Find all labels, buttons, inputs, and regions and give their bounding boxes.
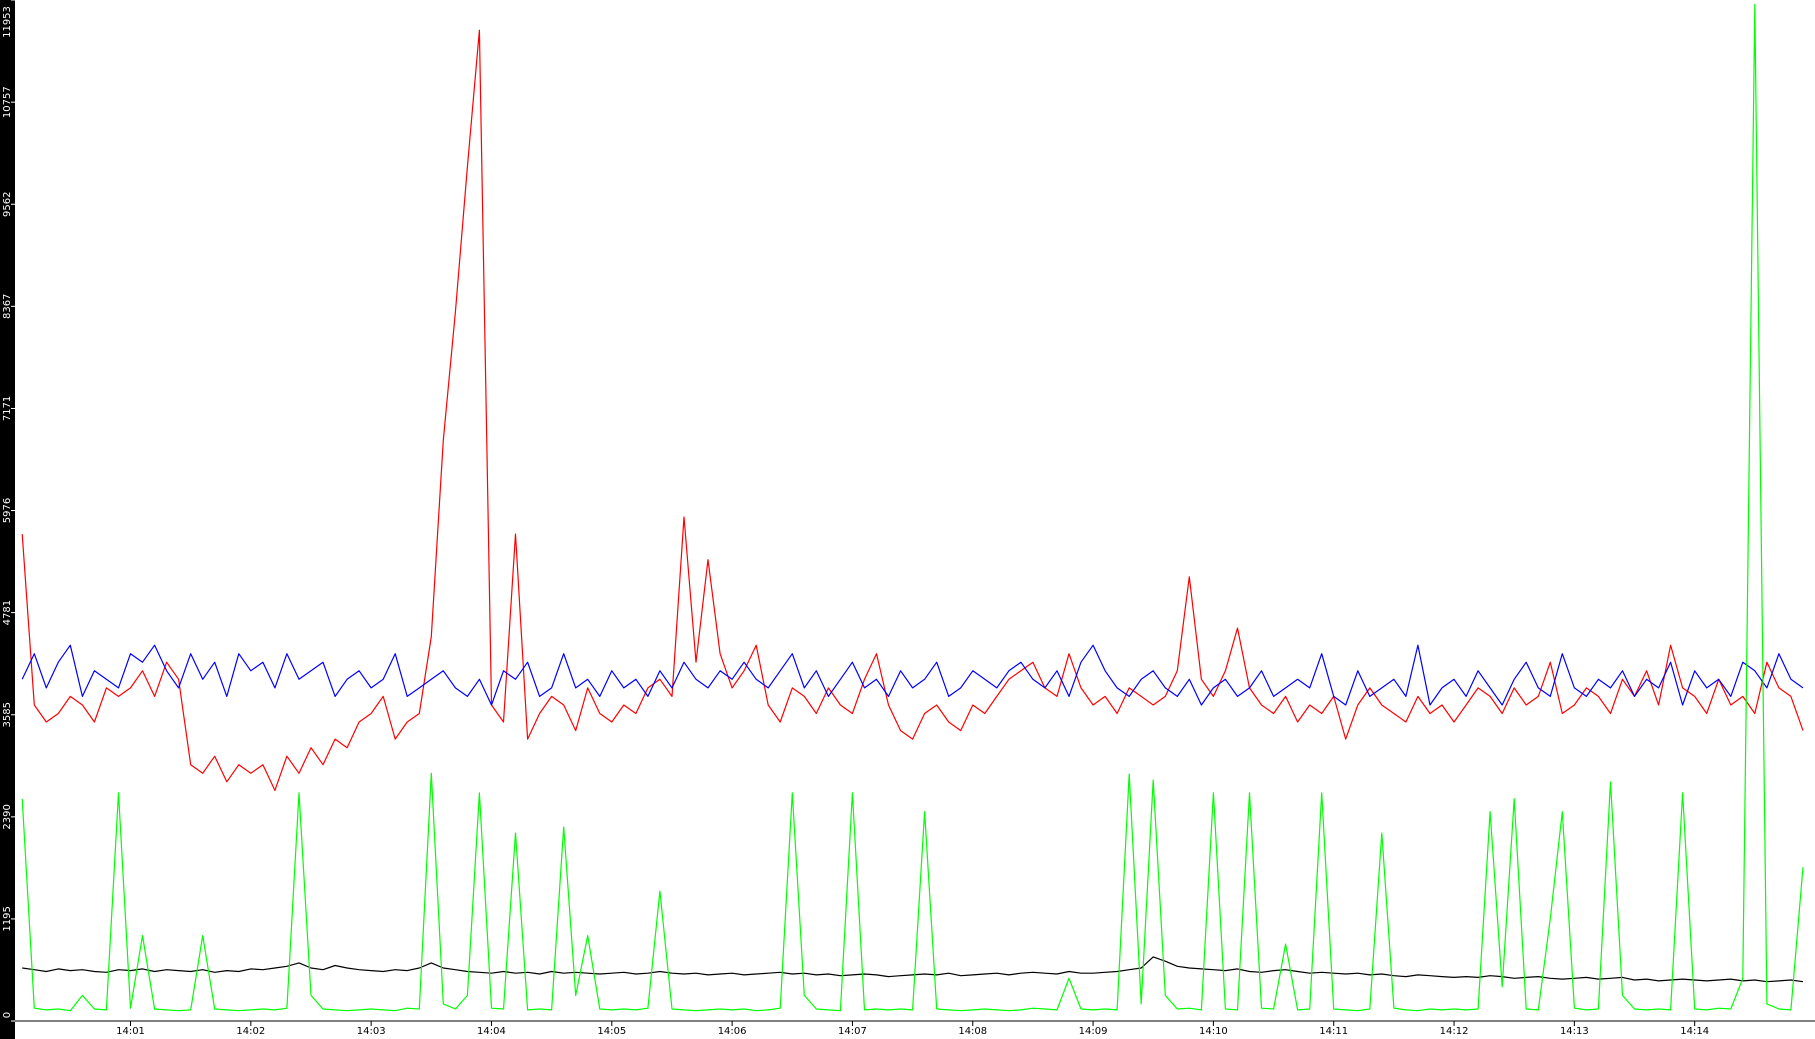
y-tick-label: 8367 xyxy=(2,294,13,319)
y-tick-label: 4781 xyxy=(2,600,13,625)
x-tick-label: 14:02 xyxy=(236,1026,265,1037)
x-tick-label: 14:09 xyxy=(1079,1026,1108,1037)
series-line xyxy=(21,29,1804,792)
x-tick-label: 14:06 xyxy=(718,1026,747,1037)
x-tick-label: 14:04 xyxy=(477,1026,506,1037)
x-tick-label: 14:10 xyxy=(1199,1026,1228,1037)
series-line xyxy=(22,956,1804,983)
y-tick-label: 1195 xyxy=(2,906,13,931)
y-tick-label: 3585 xyxy=(2,702,13,727)
x-tick-label: 14:07 xyxy=(838,1026,867,1037)
y-axis-strip xyxy=(0,0,15,1039)
x-tick-label: 14:14 xyxy=(1680,1026,1709,1037)
x-tick-label: 14:05 xyxy=(597,1026,626,1037)
y-tick-label: 11953 xyxy=(2,6,13,38)
y-tick-label: 9562 xyxy=(2,192,13,217)
y-tick-label: 10757 xyxy=(2,86,13,118)
x-tick-label: 14:13 xyxy=(1560,1026,1589,1037)
y-tick-label: 2390 xyxy=(2,804,13,829)
series-line xyxy=(21,644,1804,706)
x-tick-label: 14:03 xyxy=(357,1026,386,1037)
y-tick-label: 7171 xyxy=(2,396,13,421)
x-tick-label: 14:12 xyxy=(1440,1026,1469,1037)
x-tick-label: 14:08 xyxy=(958,1026,987,1037)
y-tick-label: 0 xyxy=(2,1012,13,1018)
x-tick-label: 14:11 xyxy=(1319,1026,1348,1037)
y-tick-label: 5976 xyxy=(2,498,13,523)
series-line xyxy=(21,3,1804,1012)
x-tick-label: 14:01 xyxy=(116,1026,145,1037)
